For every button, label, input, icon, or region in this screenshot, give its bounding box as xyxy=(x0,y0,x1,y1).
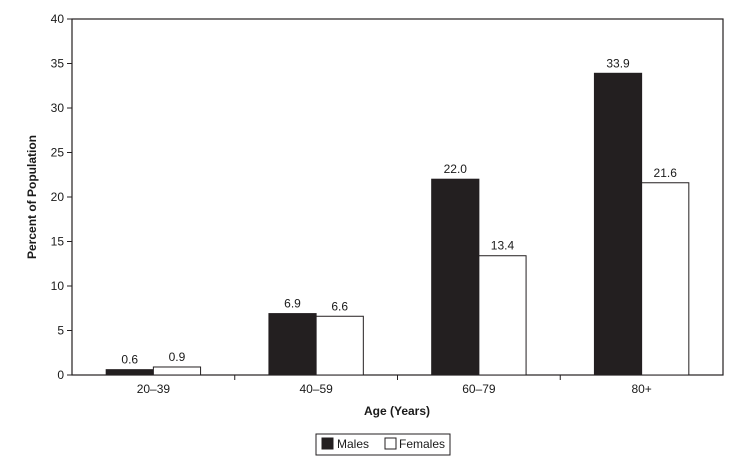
legend-swatch-males xyxy=(321,437,334,450)
y-tick-label: 25 xyxy=(51,146,65,160)
value-label-males: 22.0 xyxy=(444,162,468,176)
legend-label-males: Males xyxy=(337,437,369,451)
value-labels: 0.6 0.9 6.9 6.6 22.0 13.4 33.9 21.6 xyxy=(121,56,677,366)
y-tick-label: 35 xyxy=(51,57,65,71)
y-tick-label: 0 xyxy=(57,368,64,382)
y-tick-label: 15 xyxy=(51,235,65,249)
y-tick-label: 20 xyxy=(51,190,65,204)
bar-females xyxy=(152,366,202,376)
y-tick-label: 10 xyxy=(51,279,65,293)
bar-males xyxy=(105,369,154,376)
value-label-females: 21.6 xyxy=(654,166,678,180)
value-label-females: 0.9 xyxy=(169,350,186,364)
value-label-males: 33.9 xyxy=(606,56,630,70)
legend-label-females: Females xyxy=(399,437,445,451)
bars xyxy=(105,72,690,376)
y-axis-title: Percent of Population xyxy=(25,135,39,259)
x-tick-label: 20–39 xyxy=(137,382,171,396)
x-tick-label: 80+ xyxy=(631,382,651,396)
legend: Males Females xyxy=(315,433,451,456)
x-axis: 20–39 40–59 60–79 80+ xyxy=(137,375,652,396)
legend-swatch-females xyxy=(384,437,397,450)
bar-females xyxy=(478,255,527,376)
value-label-males: 6.9 xyxy=(284,297,301,311)
bar-males xyxy=(268,313,317,376)
bar-males xyxy=(593,72,643,376)
x-axis-title: Age (Years) xyxy=(364,404,430,418)
y-tick-label: 5 xyxy=(57,324,64,338)
value-label-males: 0.6 xyxy=(121,353,138,367)
y-tick-label: 40 xyxy=(51,12,65,26)
bar-males xyxy=(431,178,480,376)
bar-females xyxy=(641,182,690,376)
y-tick-label: 30 xyxy=(51,101,65,115)
bar-females xyxy=(315,315,364,376)
x-tick-label: 60–79 xyxy=(462,382,496,396)
x-tick-label: 40–59 xyxy=(299,382,333,396)
legend-frame xyxy=(315,433,451,456)
y-axis: 0 5 10 15 20 25 30 35 40 xyxy=(51,12,72,382)
value-label-females: 6.6 xyxy=(331,299,348,313)
value-label-females: 13.4 xyxy=(491,239,515,253)
